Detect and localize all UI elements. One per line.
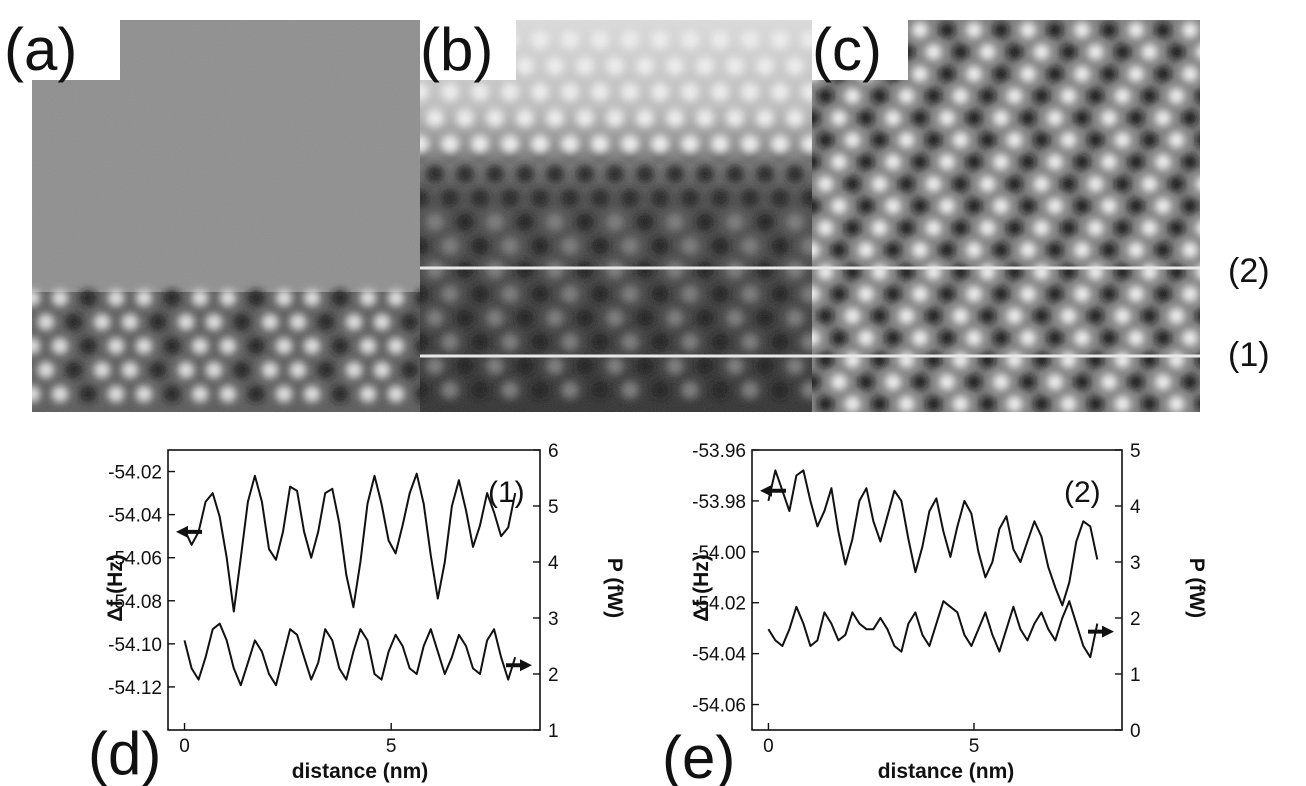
y-right-tick-label: 5 xyxy=(1130,441,1141,462)
power-series-line xyxy=(767,600,1099,659)
y-right-tick-label: 6 xyxy=(548,441,559,462)
y-right-tick-label: 4 xyxy=(548,553,559,574)
curve-label-e: (2) xyxy=(1064,476,1101,509)
x-tick-label: 5 xyxy=(386,736,397,757)
delta-f-series-line xyxy=(767,469,1099,607)
y-left-tick-label: -54.06 xyxy=(108,549,162,570)
y-left-tick-label: -54.04 xyxy=(108,506,162,527)
y-right-tick-label: 3 xyxy=(1130,553,1141,574)
panel-label-c: (c) xyxy=(812,16,882,83)
y-right-tick-label: 2 xyxy=(548,665,559,686)
x-tick-label: 0 xyxy=(179,736,190,757)
chart-e: -53.96 -53.98 -54.00 -54.02 -54.04 -54.06 5 4 3 2… xyxy=(662,441,1208,786)
line-label-2: (2) xyxy=(1228,252,1270,290)
stm-image-c xyxy=(812,20,1200,412)
left-axis-arrow-icon xyxy=(760,484,786,497)
y-left-tick-label: -54.04 xyxy=(692,645,746,666)
y-right-tick-label: 1 xyxy=(548,721,559,742)
panel-label-b: (b) xyxy=(420,16,493,83)
chart-d: -54.02 -54.04 -54.06 -54.08 -54.10 -54.12 6 5 4 3… xyxy=(88,441,626,786)
line-label-1: (1) xyxy=(1228,336,1270,374)
y-left-tick-label: -54.08 xyxy=(108,592,162,613)
y-left-tick-label: -54.10 xyxy=(108,635,162,656)
panel-label-e: (e) xyxy=(662,724,735,786)
y-axis-right-title-d: P (fW) xyxy=(603,558,626,618)
y-left-tick-label: -54.00 xyxy=(692,543,746,564)
delta-f-series-line xyxy=(183,472,517,613)
y-right-tick-label: 4 xyxy=(1130,497,1141,518)
y-right-tick-label: 1 xyxy=(1130,665,1141,686)
y-left-tick-label: -54.12 xyxy=(108,678,162,699)
left-axis-arrow-icon xyxy=(176,525,202,538)
panel-label-a: (a) xyxy=(4,16,77,83)
y-right-tick-label: 3 xyxy=(548,609,559,630)
x-axis-title-e: distance (nm) xyxy=(878,760,1015,783)
y-left-tick-label: -53.96 xyxy=(692,441,746,462)
curve-label-d: (1) xyxy=(488,476,525,509)
y-right-tick-label: 2 xyxy=(1130,609,1141,630)
y-right-tick-label: 0 xyxy=(1130,721,1141,742)
plot-frame xyxy=(167,449,541,731)
x-tick-label: 0 xyxy=(763,736,774,757)
stm-image-b xyxy=(420,20,812,412)
y-left-tick-label: -54.06 xyxy=(692,696,746,717)
y-left-tick-label: -54.02 xyxy=(108,463,162,484)
y-left-tick-label: -53.98 xyxy=(692,492,746,513)
y-axis-right-title-e: P (fW) xyxy=(1185,558,1208,618)
right-axis-arrow-icon xyxy=(506,659,532,672)
y-left-tick-label: -54.02 xyxy=(692,594,746,615)
x-tick-label: 5 xyxy=(969,736,980,757)
y-axis-left-title-e: Δf (Hz) xyxy=(690,554,713,622)
x-axis-title-d: distance (nm) xyxy=(292,760,429,783)
plot-frame xyxy=(751,449,1123,731)
y-right-tick-label: 5 xyxy=(548,497,559,518)
y-axis-left-title-d: Δf (Hz) xyxy=(104,554,127,622)
right-axis-arrow-icon xyxy=(1088,625,1114,638)
panel-label-d: (d) xyxy=(88,720,161,786)
power-series-line xyxy=(183,622,517,687)
stm-image-a xyxy=(32,20,420,412)
